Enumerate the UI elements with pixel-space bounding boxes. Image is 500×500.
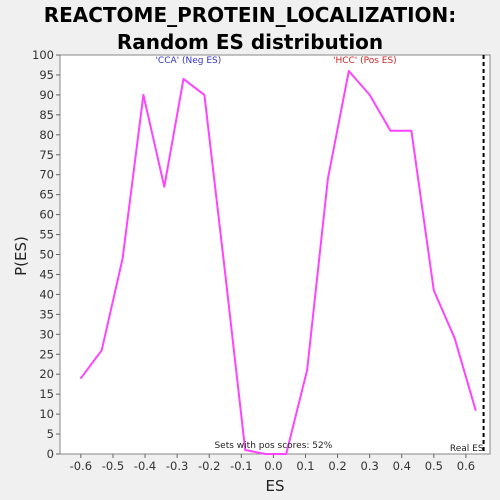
x-axis-label: ES bbox=[266, 477, 285, 495]
x-tick-label: 0.4 bbox=[393, 459, 411, 473]
y-tick-label: 95 bbox=[39, 68, 54, 82]
y-tick-label: 45 bbox=[39, 267, 54, 281]
x-tick-label: 0.1 bbox=[296, 459, 314, 473]
x-tick-label: -0.4 bbox=[134, 459, 156, 473]
x-tick-label: 0.0 bbox=[264, 459, 282, 473]
data-point bbox=[264, 453, 267, 455]
y-tick-label: 0 bbox=[47, 447, 54, 461]
chart-title: REACTOME_PROTEIN_LOCALIZATION: Random ES… bbox=[43, 3, 457, 54]
x-tick-label: -0.5 bbox=[102, 459, 124, 473]
data-point bbox=[285, 453, 288, 455]
y-tick-label: 15 bbox=[39, 387, 54, 401]
y-tick-label: 70 bbox=[39, 168, 54, 182]
y-tick-label: 40 bbox=[39, 287, 54, 301]
data-point bbox=[410, 130, 413, 132]
x-tick-label: 0.6 bbox=[457, 459, 475, 473]
data-point bbox=[142, 94, 145, 96]
y-tick-label: 75 bbox=[39, 148, 54, 162]
y-tick-label: 55 bbox=[39, 228, 54, 242]
y-tick-label: 25 bbox=[39, 347, 54, 361]
data-point bbox=[163, 185, 166, 188]
x-tick-label: -0.6 bbox=[70, 459, 92, 473]
data-point bbox=[433, 289, 435, 292]
y-tick-label: 30 bbox=[39, 327, 54, 341]
y-tick-label: 100 bbox=[32, 48, 54, 62]
x-tick-label: 0.2 bbox=[328, 459, 346, 473]
series-group bbox=[80, 70, 477, 455]
data-point bbox=[453, 337, 456, 340]
data-point bbox=[389, 130, 392, 132]
plot-area bbox=[59, 54, 491, 455]
y-tick-label: 60 bbox=[39, 208, 54, 222]
data-point bbox=[306, 369, 308, 372]
y-tick-label: 50 bbox=[39, 248, 54, 262]
data-point bbox=[80, 377, 82, 379]
data-point bbox=[244, 449, 246, 451]
data-point bbox=[121, 257, 124, 260]
data-point bbox=[348, 70, 350, 72]
series-line bbox=[80, 70, 477, 455]
y-tick-label: 10 bbox=[39, 407, 54, 421]
data-point bbox=[203, 94, 206, 96]
x-tick-label: 0.3 bbox=[361, 459, 379, 473]
data-point bbox=[474, 409, 477, 411]
annotation-label: Sets with pos scores: 52% bbox=[214, 441, 332, 451]
y-tick-label: 90 bbox=[39, 88, 54, 102]
x-axis-ticks: -0.6 -0.5 -0.4 -0.3 -0.2 -0.1 0.0 0.1 0.2 0.3 0.4 0… bbox=[70, 454, 475, 473]
y-tick-label: 80 bbox=[39, 128, 54, 142]
y-tick-label: 65 bbox=[39, 188, 54, 202]
y-axis-ticks: 0 5 10 15 20 25 30 35 40 45 50 55 60 65 70 75 80 85 90 95 10… bbox=[32, 48, 60, 461]
data-point bbox=[368, 94, 371, 96]
data-point bbox=[224, 273, 227, 276]
x-tick-label: -0.1 bbox=[230, 459, 252, 473]
x-tick-label: -0.2 bbox=[198, 459, 220, 473]
data-point bbox=[327, 177, 329, 180]
annotation-label: 'CCA' (Neg ES) bbox=[155, 56, 221, 66]
data-point bbox=[100, 349, 103, 352]
y-tick-label: 20 bbox=[39, 367, 54, 381]
real-es-label: Real ES bbox=[450, 444, 484, 454]
y-axis-label: P(ES) bbox=[12, 236, 30, 276]
annotation-label: 'HCC' (Pos ES) bbox=[333, 56, 397, 66]
y-tick-label: 85 bbox=[39, 108, 54, 122]
y-tick-label: 5 bbox=[47, 427, 54, 441]
x-tick-label: -0.3 bbox=[166, 459, 188, 473]
x-tick-label: 0.5 bbox=[425, 459, 443, 473]
annotations-group: Real ES 'CCA' (Neg ES) 'HCC' (Pos ES) Sets … bbox=[155, 55, 485, 454]
data-point bbox=[182, 78, 185, 80]
y-tick-label: 35 bbox=[39, 307, 54, 321]
